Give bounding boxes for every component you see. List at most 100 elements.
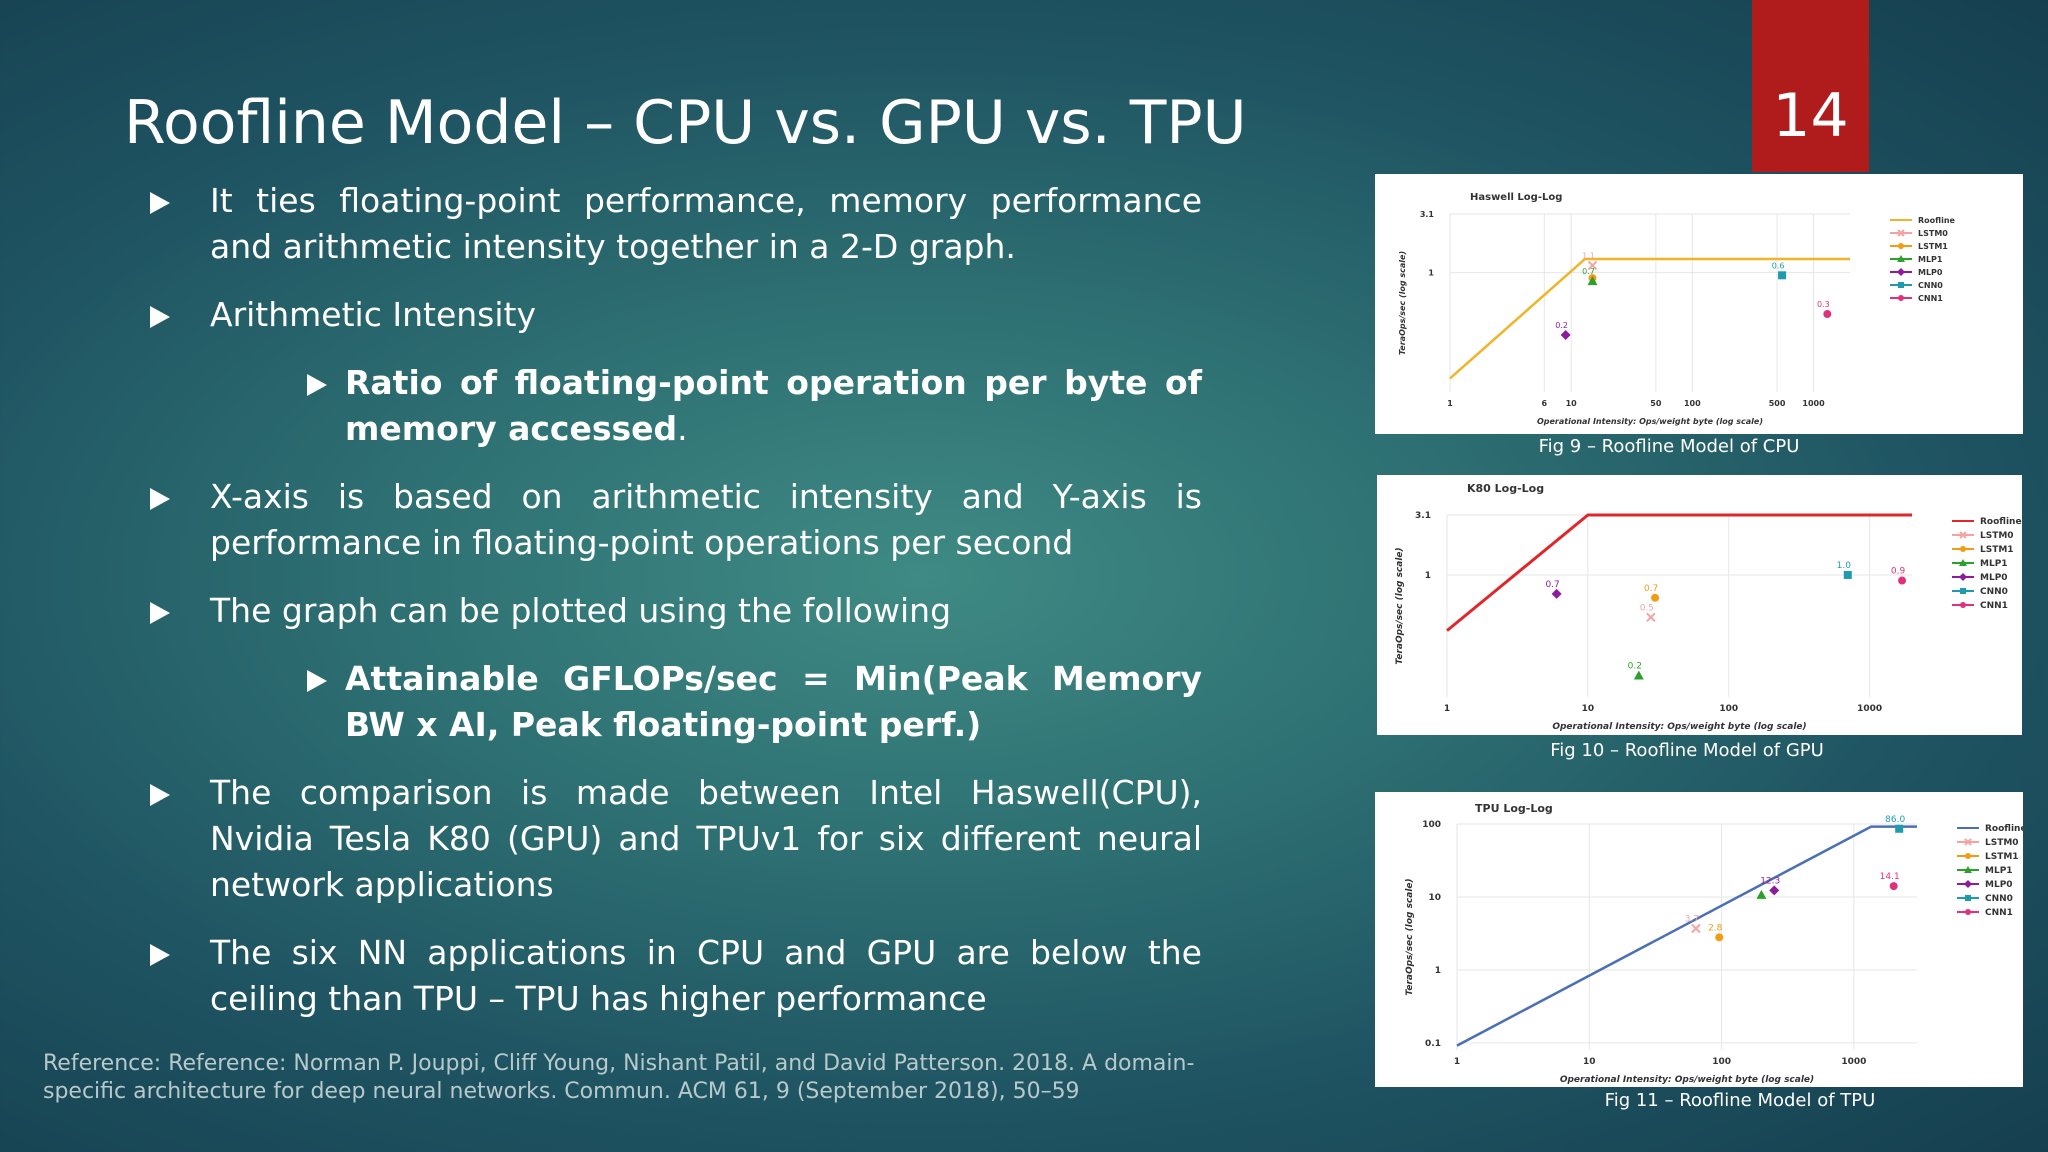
- legend-label: MLP1: [1918, 255, 1943, 264]
- tpu-figure-caption: Fig 11 – Roofline Model of TPU: [1604, 1090, 1876, 1111]
- data-point-mlp0: [1560, 330, 1571, 341]
- x-axis-label: Operational Intensity: Ops/weight byte (…: [1560, 1075, 1814, 1085]
- legend-label: LSTM0: [1980, 531, 2014, 541]
- y-tick-label: 1: [1435, 966, 1441, 976]
- bullet-arrow-icon: [150, 602, 170, 624]
- legend-label: LSTM1: [1985, 852, 2019, 862]
- legend-label: MLP1: [1980, 559, 2008, 569]
- data-point-lstm0: [1897, 229, 1905, 237]
- data-point-lstm1: [1898, 243, 1904, 249]
- legend-label: Roofline: [1980, 517, 2022, 527]
- slide-number-box: 14: [1752, 0, 1869, 172]
- data-label: 3.7: [1685, 914, 1699, 924]
- data-label: 0.3: [1817, 300, 1830, 309]
- bullet-item: The six NN applications in CPU and GPU a…: [150, 930, 1202, 1022]
- sub-bullet-text: Ratio of floating-point operation per by…: [345, 363, 1202, 448]
- bullet-item: The graph can be plotted using the follo…: [150, 588, 1202, 634]
- x-tick-label: 1000: [1841, 1057, 1866, 1067]
- data-point-lstm0: [1691, 923, 1701, 934]
- y-tick-label: 10: [1428, 893, 1441, 903]
- bullet-text: The graph can be plotted using the follo…: [210, 591, 952, 630]
- y-tick-label: 0.1: [1425, 1039, 1441, 1049]
- data-label: 0.7: [1582, 267, 1595, 276]
- y-axis-label: TeraOps/sec (log scale): [1395, 547, 1405, 664]
- data-point-lstm0: [1959, 531, 1967, 539]
- legend-label: MLP1: [1985, 866, 2013, 876]
- x-tick-label: 6: [1542, 399, 1548, 408]
- bullet-arrow-icon: [150, 306, 170, 328]
- data-point-cnn1: [1889, 882, 1898, 891]
- x-tick-label: 100: [1719, 704, 1738, 714]
- data-point-mlp1: [1587, 276, 1598, 286]
- data-point-mlp0: [1897, 268, 1905, 276]
- roofline: [1449, 257, 1850, 380]
- roofline: [1456, 825, 1917, 1047]
- data-point-mlp0: [1769, 885, 1780, 896]
- y-tick-label: 1: [1428, 269, 1434, 278]
- x-tick-label: 1000: [1802, 399, 1825, 408]
- data-label: 0.2: [1555, 321, 1568, 330]
- chart-title: TPU Log-Log: [1475, 802, 1553, 815]
- bullet-list: It ties floating-point performance, memo…: [150, 178, 1202, 1022]
- x-tick-label: 100: [1712, 1057, 1731, 1067]
- x-tick-label: 10: [1566, 399, 1578, 408]
- y-tick-label: 100: [1422, 820, 1441, 830]
- reference-text: Reference: Reference: Norman P. Jouppi, …: [43, 1051, 1195, 1104]
- cpu-figure-caption: Fig 9 – Roofline Model of CPU: [1538, 436, 1800, 457]
- bullet-text: X-axis is based on arithmetic intensity …: [210, 477, 1202, 562]
- data-point-lstm1: [1651, 593, 1660, 602]
- data-point-mlp1: [1633, 670, 1644, 680]
- bullet-text: It ties floating-point performance, memo…: [210, 181, 1202, 266]
- data-label: 0.6: [1772, 261, 1785, 270]
- y-tick-label: 3.1: [1415, 511, 1431, 521]
- data-point-lstm1: [1960, 546, 1966, 552]
- data-point-lstm1: [1715, 933, 1724, 942]
- x-tick-label: 1000: [1857, 704, 1882, 714]
- legend-label: MLP0: [1985, 880, 2013, 890]
- data-point-cnn0: [1778, 271, 1787, 280]
- bullet-arrow-icon: [307, 374, 327, 396]
- data-label: 0.9: [1891, 567, 1906, 577]
- data-point-cnn1: [1960, 602, 1966, 608]
- data-point-mlp0: [1964, 880, 1972, 888]
- x-axis-label: Operational Intensity: Ops/weight byte (…: [1537, 417, 1763, 426]
- data-point-cnn0: [1895, 824, 1904, 833]
- bullet-arrow-icon: [150, 192, 170, 214]
- bullet-arrow-icon: [150, 488, 170, 510]
- data-point-mlp1: [1897, 255, 1905, 262]
- sub-bullet-item: Attainable GFLOPs/sec = Min(Peak Memory …: [150, 656, 1202, 748]
- x-tick-label: 1: [1454, 1057, 1460, 1067]
- data-label: 0.7: [1545, 580, 1559, 590]
- sub-bullet-item: Ratio of floating-point operation per by…: [150, 360, 1202, 452]
- data-point-cnn0: [1965, 895, 1971, 901]
- slide-title: Roofline Model – CPU vs. GPU vs. TPU: [124, 88, 1247, 158]
- data-point-cnn0: [1898, 282, 1904, 288]
- data-point-mlp0: [1959, 573, 1967, 581]
- x-axis-label: Operational Intensity: Ops/weight byte (…: [1552, 722, 1806, 732]
- roofline: [1446, 513, 1912, 632]
- bullet-item: X-axis is based on arithmetic intensity …: [150, 474, 1202, 566]
- legend-label: LSTM1: [1918, 242, 1948, 251]
- x-tick-label: 1: [1444, 704, 1450, 714]
- data-label: 0.7: [1644, 584, 1658, 594]
- x-tick-label: 50: [1650, 399, 1662, 408]
- y-axis-label: TeraOps/sec (log scale): [1398, 251, 1407, 355]
- data-point-mlp1: [1964, 866, 1972, 873]
- legend-label: CNN0: [1985, 894, 2013, 904]
- x-tick-label: 100: [1684, 399, 1701, 408]
- data-point-lstm0: [1646, 612, 1656, 622]
- chart-title: Haswell Log-Log: [1470, 192, 1562, 203]
- legend-label: MLP0: [1918, 268, 1943, 277]
- x-tick-label: 500: [1769, 399, 1786, 408]
- bullet-text: The comparison is made between Intel Has…: [210, 773, 1202, 904]
- data-point-mlp1: [1959, 559, 1967, 566]
- y-axis-label: TeraOps/sec (log scale): [1405, 878, 1415, 995]
- legend-label: CNN1: [1980, 601, 2008, 611]
- tpu-roofline-chart: 1 10 100 1000 0.1 1 10 100 TPU Log-Log Operationa…: [1405, 802, 2023, 1085]
- data-label: 0.5: [1640, 603, 1654, 613]
- bullet-arrow-icon: [307, 670, 327, 692]
- bullet-item: Arithmetic Intensity: [150, 292, 1202, 338]
- legend-label: CNN0: [1980, 587, 2008, 597]
- bullet-text: The six NN applications in CPU and GPU a…: [210, 933, 1202, 1018]
- legend-label: LSTM1: [1980, 545, 2014, 555]
